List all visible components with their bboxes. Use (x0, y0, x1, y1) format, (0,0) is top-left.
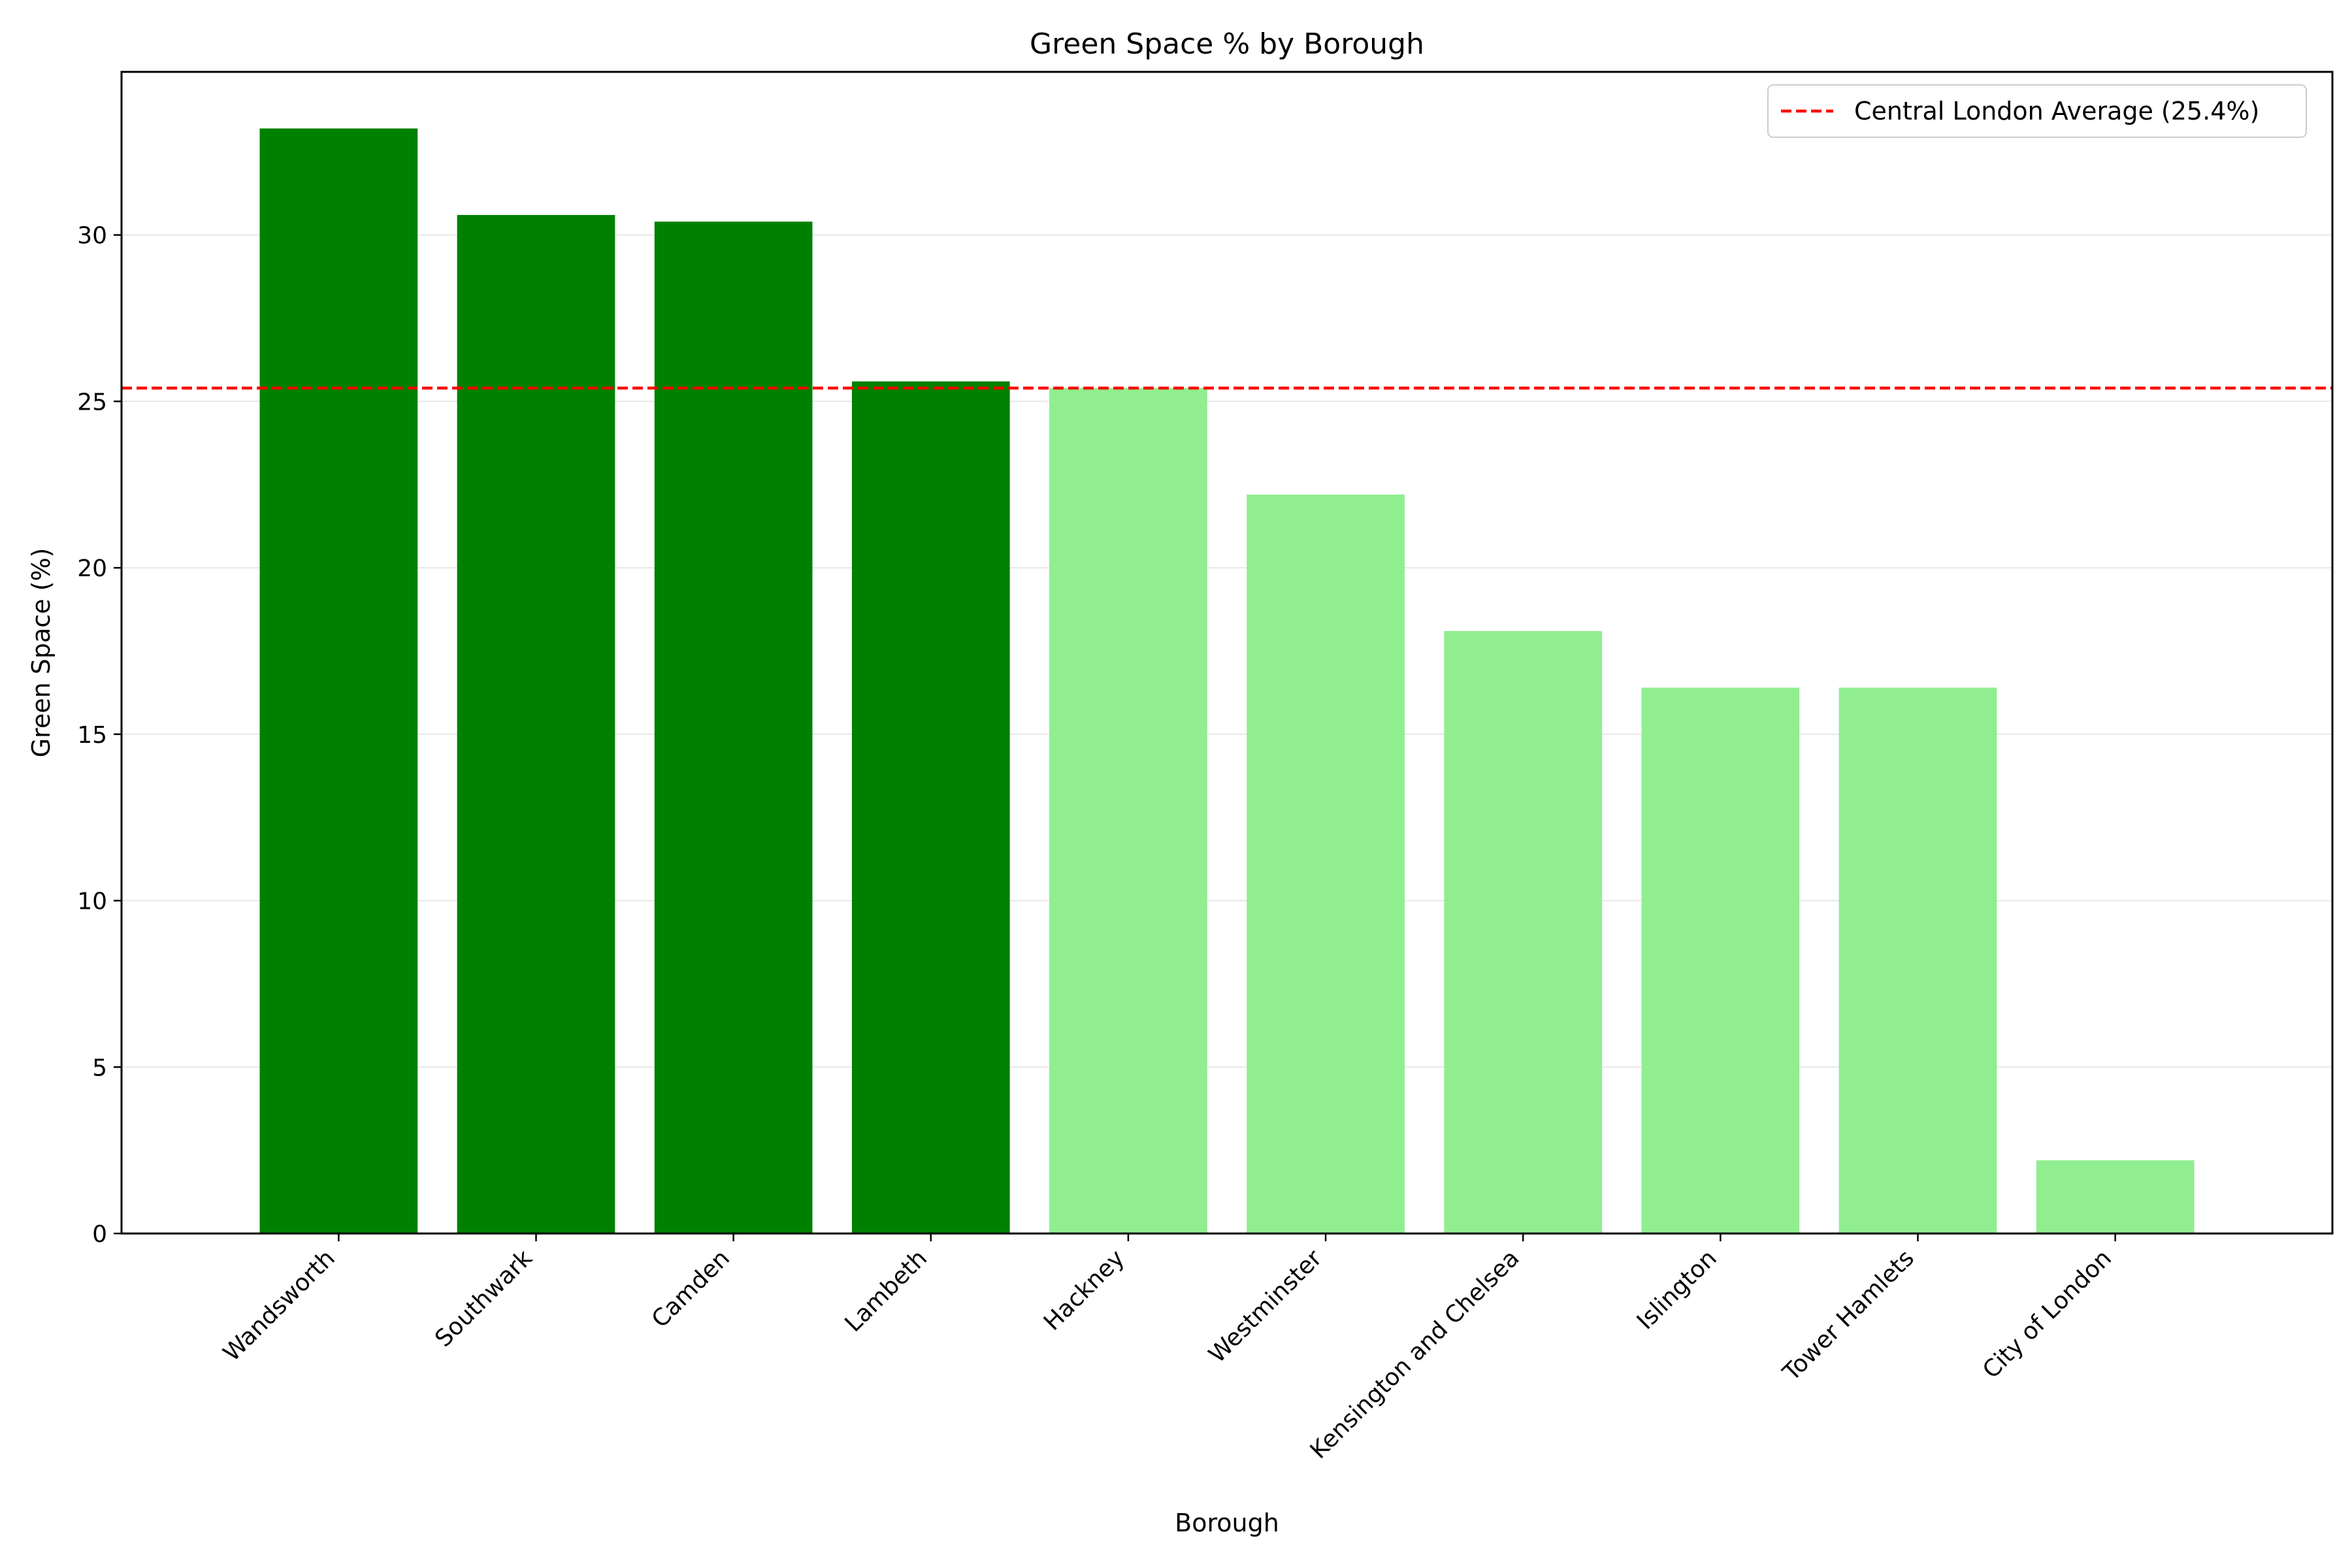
y-tick-label: 25 (77, 389, 107, 416)
x-tick-label: Westminster (1203, 1245, 1327, 1368)
bars (259, 128, 2195, 1234)
bar-lambeth (851, 381, 1010, 1233)
legend: Central London Average (25.4%) (1767, 84, 2307, 138)
x-tick-label: Islington (1632, 1245, 1722, 1335)
x-tick-label: Tower Hamlets (1778, 1245, 1919, 1386)
bar-kensington-and-chelsea (1444, 630, 1603, 1233)
x-tick-label: City of London (1978, 1245, 2117, 1384)
bar-southwark (457, 215, 615, 1233)
bar-wandsworth (259, 128, 418, 1234)
y-axis-label: Green Space (%) (27, 548, 56, 758)
bar-hackney (1049, 387, 1207, 1233)
y-tick-label: 30 (77, 223, 107, 250)
x-tick-label: Lambeth (840, 1245, 933, 1337)
x-tick-label: Camden (647, 1245, 735, 1333)
y-tick-label: 20 (77, 555, 107, 582)
x-tick-label: Southwark (430, 1245, 538, 1352)
x-tick-label: Hackney (1039, 1245, 1130, 1335)
plot-frame (120, 71, 2334, 1235)
bar-camden (654, 221, 813, 1233)
legend-box (1767, 84, 2307, 138)
x-tick-label: Wandsworth (218, 1245, 340, 1367)
bar-city-of-london (2036, 1160, 2195, 1233)
bar-islington (1641, 687, 1800, 1233)
x-axis-label: Borough (1175, 1509, 1279, 1537)
y-tick-label: 15 (77, 722, 107, 749)
bar-tower-hamlets (1838, 687, 1997, 1233)
x-axis-ticks: Wandsworth Southwark Camden Lambeth Hackney W… (218, 1233, 2117, 1464)
y-tick-label: 5 (92, 1054, 107, 1081)
bar-westminster (1247, 495, 1405, 1234)
y-tick-label: 10 (77, 889, 107, 915)
x-tick-label: Kensington and Chelsea (1305, 1245, 1525, 1464)
legend-entry-label: Central London Average (25.4%) (1854, 97, 2259, 125)
y-axis-ticks: 0 5 10 15 20 25 30 (77, 223, 122, 1248)
chart-title: Green Space % by Borough (1030, 27, 1424, 61)
y-tick-label: 0 (92, 1221, 107, 1248)
y-grid (122, 234, 2332, 1234)
